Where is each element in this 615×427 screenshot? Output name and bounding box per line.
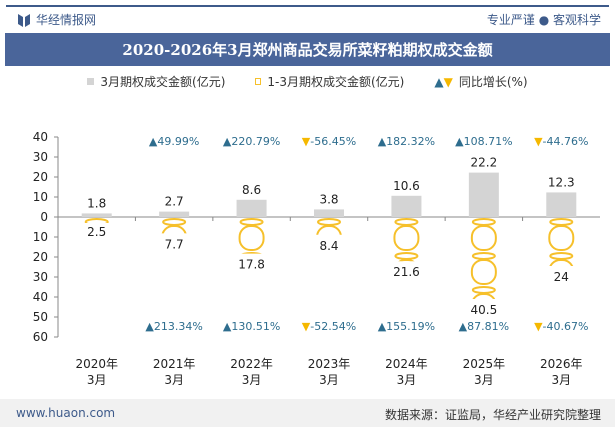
x-tick-label: 3月 <box>87 373 107 387</box>
y-tick-label: 30 <box>33 150 48 164</box>
x-tick-label: 2023年 <box>308 357 351 371</box>
march-bar <box>159 211 190 217</box>
x-tick-label: 2020年 <box>75 357 118 371</box>
legend-label: 同比增长(%) <box>458 75 528 89</box>
y-tick-label: 40 <box>33 130 48 144</box>
growth_q1-label: ▼-40.67% <box>534 320 588 333</box>
x-tick-label: 2021年 <box>153 357 196 371</box>
q1-pictogram-bar <box>548 218 575 266</box>
x-tick-label: 3月 <box>551 373 571 387</box>
slogan: 专业严谨 ● 客观科学 <box>486 13 601 27</box>
y-tick-label: 0 <box>40 210 48 224</box>
growth_q1-label: ▲130.51% <box>223 320 280 333</box>
growth_q1-label: ▲213.34% <box>145 320 202 333</box>
logo-icon <box>18 13 30 27</box>
legend-swatch-gray <box>87 78 95 85</box>
growth_march-label: ▲49.99% <box>149 135 199 148</box>
growth_march-label: ▼-56.45% <box>302 135 356 148</box>
q1-pictogram-bar <box>238 218 265 254</box>
x-tick-label: 2022年 <box>230 357 273 371</box>
q1-value-label: 2.5 <box>87 225 106 239</box>
y-tick-label: 20 <box>33 250 48 264</box>
y-tick-label: 10 <box>33 190 48 204</box>
x-tick-label: 2024年 <box>385 357 428 371</box>
up-triangle-icon: ▲ <box>434 74 444 89</box>
march-bar <box>236 199 267 217</box>
q1-value-label: 21.6 <box>393 265 420 279</box>
q1-pictogram-bar <box>470 218 497 299</box>
top-rule <box>6 5 609 7</box>
y-tick-label: 40 <box>33 290 48 304</box>
x-tick-label: 3月 <box>164 373 184 387</box>
march-value-label: 2.7 <box>165 195 184 209</box>
march-value-label: 22.2 <box>470 156 497 170</box>
march-value-label: 8.6 <box>242 183 261 197</box>
growth_q1-label: ▲155.19% <box>378 320 435 333</box>
down-triangle-icon: ▼ <box>443 74 453 89</box>
q1-value-label: 8.4 <box>319 239 338 253</box>
march-bar <box>546 192 577 217</box>
legend-swatch-gold <box>255 78 262 85</box>
growth_q1-label: ▼-52.54% <box>302 320 356 333</box>
x-tick-label: 2026年 <box>540 357 583 371</box>
march-bar <box>314 209 344 217</box>
x-tick-label: 3月 <box>242 373 262 387</box>
brand: 华经情报网 <box>18 11 96 28</box>
growth_march-label: ▲108.71% <box>455 135 512 148</box>
growth_q1-label: ▲87.81% <box>459 320 509 333</box>
q1-value-label: 24 <box>554 270 569 284</box>
legend-label: 1-3月期权成交金额(亿元) <box>267 75 405 89</box>
q1-value-label: 40.5 <box>470 303 497 317</box>
march-value-label: 1.8 <box>87 196 106 210</box>
legend-item-march: 3月期权成交金额(亿元) <box>87 73 225 90</box>
source-note: 数据来源：证监局，华经产业研究院整理 <box>384 408 601 422</box>
x-tick-label: 3月 <box>397 373 417 387</box>
website-link[interactable]: www.huaon.com <box>16 406 116 420</box>
legend-item-q1: 1-3月期权成交金额(亿元) <box>255 73 404 90</box>
y-tick-label: 50 <box>33 310 48 324</box>
march-bar <box>391 195 422 217</box>
march-bar <box>81 213 112 217</box>
x-tick-label: 2025年 <box>463 357 506 371</box>
brand-name: 华经情报网 <box>36 13 97 27</box>
march-value-label: 3.8 <box>319 192 338 206</box>
q1-value-label: 7.7 <box>165 237 184 251</box>
march-value-label: 12.3 <box>548 175 575 189</box>
growth_march-label: ▲220.79% <box>223 135 280 148</box>
legend: 3月期权成交金额(亿元) 1-3月期权成交金额(亿元) ▲ ▼ 同比增长(%) <box>0 73 615 90</box>
y-tick-label: 30 <box>33 270 48 284</box>
march-value-label: 10.6 <box>393 179 420 193</box>
q1-pictogram-bar <box>393 218 420 262</box>
y-tick-label: 60 <box>33 330 48 344</box>
legend-label: 3月期权成交金额(亿元) <box>100 75 226 89</box>
chart-area: 40 30 20 10 0 10 20 30 40 50 60 1.8 2.5 2020年 3月 2.7 7.7… <box>33 130 600 387</box>
q1-pictogram-bar <box>84 218 109 223</box>
y-tick-label: 10 <box>33 230 48 244</box>
q1-pictogram-bar <box>316 218 342 235</box>
x-tick-label: 3月 <box>474 373 494 387</box>
q1-pictogram-bar <box>161 218 187 234</box>
growth_march-label: ▲182.32% <box>378 135 435 148</box>
footer: www.huaon.com 数据来源：证监局，华经产业研究院整理 <box>0 399 615 427</box>
chart-title: 2020-2026年3月郑州商品交易所菜籽粕期权成交金额 <box>5 33 610 66</box>
x-tick-label: 3月 <box>319 373 339 387</box>
growth_march-label: ▼-44.76% <box>534 135 588 148</box>
q1-value-label: 17.8 <box>238 258 265 272</box>
legend-item-growth: ▲ ▼ 同比增长(%) <box>434 73 527 90</box>
march-bar <box>468 172 499 217</box>
y-tick-label: 20 <box>33 170 48 184</box>
